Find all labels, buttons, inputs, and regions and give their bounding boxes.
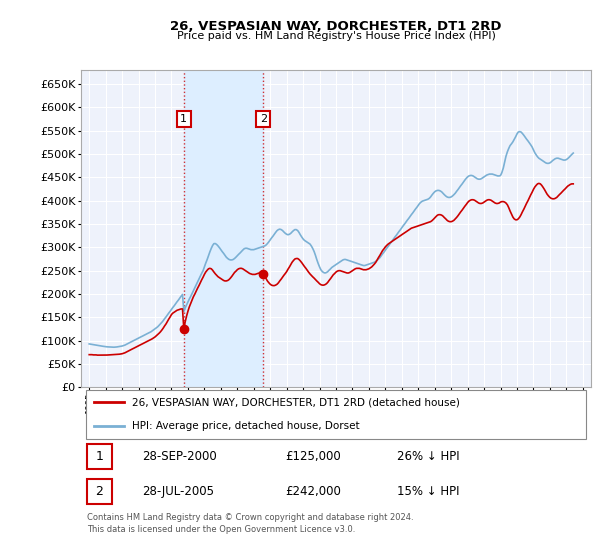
FancyBboxPatch shape [87,479,112,504]
Text: 26% ↓ HPI: 26% ↓ HPI [397,450,460,463]
Bar [184,70,263,388]
Text: 2: 2 [95,485,103,498]
Text: Contains HM Land Registry data © Crown copyright and database right 2024.
This d: Contains HM Land Registry data © Crown c… [87,513,414,534]
Text: £125,000: £125,000 [285,450,341,463]
Text: 2: 2 [260,114,267,124]
Text: 1: 1 [95,450,103,463]
Text: 15% ↓ HPI: 15% ↓ HPI [397,485,460,498]
FancyBboxPatch shape [86,390,586,438]
Text: 26, VESPASIAN WAY, DORCHESTER, DT1 2RD: 26, VESPASIAN WAY, DORCHESTER, DT1 2RD [170,20,502,32]
Text: HPI: Average price, detached house, Dorset: HPI: Average price, detached house, Dors… [132,421,359,431]
Text: 28-SEP-2000: 28-SEP-2000 [142,450,217,463]
Text: 1: 1 [181,114,187,124]
Text: Price paid vs. HM Land Registry's House Price Index (HPI): Price paid vs. HM Land Registry's House … [176,31,496,41]
Text: 26, VESPASIAN WAY, DORCHESTER, DT1 2RD (detached house): 26, VESPASIAN WAY, DORCHESTER, DT1 2RD (… [132,398,460,408]
Text: 28-JUL-2005: 28-JUL-2005 [142,485,214,498]
Text: £242,000: £242,000 [285,485,341,498]
FancyBboxPatch shape [87,444,112,469]
